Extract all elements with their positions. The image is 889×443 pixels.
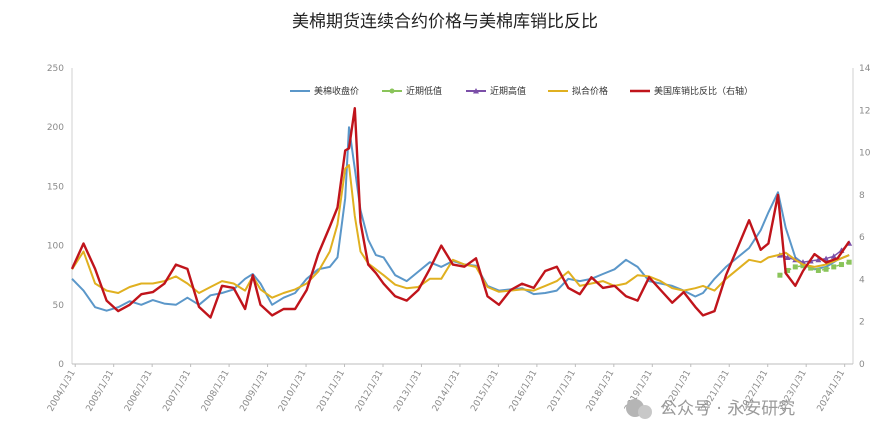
legend-item: 近期高值 (466, 85, 526, 97)
y-axis-left-ticks: 0 50 100 150 200 250 (47, 64, 64, 370)
x-tick-label: 2017/1/31 (546, 369, 578, 414)
series-point (808, 265, 814, 271)
y-right-tick-label: 0 (859, 360, 865, 370)
x-tick-label: 2008/1/31 (200, 369, 232, 414)
x-tick-label: 2018/1/31 (585, 369, 617, 414)
legend-label: 近期低值 (406, 85, 442, 97)
series-point (838, 262, 844, 268)
x-tick-label: 2014/1/31 (431, 369, 463, 414)
y-left-tick-label: 200 (47, 123, 64, 133)
y-axis-right-ticks: 0 2 4 6 8 10 12 14 (859, 64, 871, 370)
x-tick-label: 2011/1/31 (315, 369, 347, 414)
y-left-tick-label: 100 (47, 242, 64, 252)
watermark: 公众号 · 永安研究 (626, 399, 795, 419)
y-right-tick-label: 10 (859, 149, 871, 159)
y-right-tick-label: 6 (859, 233, 865, 243)
series-line (70, 106, 851, 319)
y-right-tick-label: 4 (859, 275, 865, 285)
y-right-tick-label: 14 (859, 64, 871, 74)
axes (71, 68, 854, 365)
series-point (831, 264, 837, 270)
legend: 美棉收盘价 近期低值 近期高值 拟合价格 美国库销比反比（右轴） (290, 85, 753, 97)
legend-item: 拟合价格 (548, 85, 608, 97)
y-left-tick-label: 50 (53, 301, 65, 311)
x-tick-label: 2009/1/31 (238, 369, 270, 414)
series-point (800, 263, 806, 269)
legend-label: 美国库销比反比（右轴） (654, 85, 753, 97)
watermark-text: 公众号 · 永安研究 (660, 399, 795, 419)
x-tick-label: 2007/1/31 (161, 369, 193, 414)
series-point (815, 256, 822, 263)
series-point (777, 272, 783, 278)
legend-label: 近期高值 (490, 85, 526, 97)
x-tick-label: 2016/1/31 (508, 369, 540, 414)
x-tick-label: 2013/1/31 (392, 369, 424, 414)
x-tick-label: 2006/1/31 (123, 369, 155, 414)
series-line (779, 242, 850, 263)
chart-title: 美棉期货连续合约价格与美棉库销比反比 (292, 12, 598, 32)
series-point (792, 264, 798, 270)
y-left-tick-label: 0 (58, 360, 64, 370)
series-3 (776, 240, 853, 265)
legend-item: 美国库销比反比（右轴） (630, 85, 753, 97)
legend-label: 美棉收盘价 (314, 85, 359, 97)
y-right-tick-label: 2 (859, 318, 865, 328)
series-point (823, 255, 830, 262)
x-tick-label: 2012/1/31 (354, 369, 386, 414)
series-point (815, 267, 821, 273)
series-point (823, 266, 829, 272)
x-tick-label: 2004/1/31 (46, 369, 78, 414)
x-tick-label: 2005/1/31 (85, 369, 117, 414)
series-5 (70, 106, 851, 319)
series-point (785, 267, 791, 273)
legend-marker (389, 88, 395, 94)
y-left-tick-label: 150 (47, 182, 64, 192)
y-right-tick-label: 8 (859, 191, 865, 201)
series-4 (71, 164, 850, 299)
series-group (70, 106, 853, 319)
legend-item: 美棉收盘价 (290, 85, 359, 97)
series-line (779, 261, 850, 276)
x-tick-label: 2024/1/31 (816, 369, 848, 414)
y-left-tick-label: 250 (47, 64, 64, 74)
series-point (830, 253, 837, 259)
y-right-tick-label: 12 (859, 106, 870, 116)
x-tick-label: 2015/1/31 (469, 369, 501, 414)
series-line (71, 126, 850, 312)
wechat-icon (626, 399, 652, 419)
series-line (71, 164, 850, 299)
series-point (846, 259, 852, 265)
series-1 (71, 126, 850, 312)
series-2 (777, 259, 852, 278)
legend-label: 拟合价格 (572, 85, 608, 97)
series-point (784, 254, 791, 260)
legend-marker (473, 88, 479, 94)
legend-item: 近期低值 (382, 85, 442, 97)
x-tick-label: 2010/1/31 (277, 369, 309, 414)
